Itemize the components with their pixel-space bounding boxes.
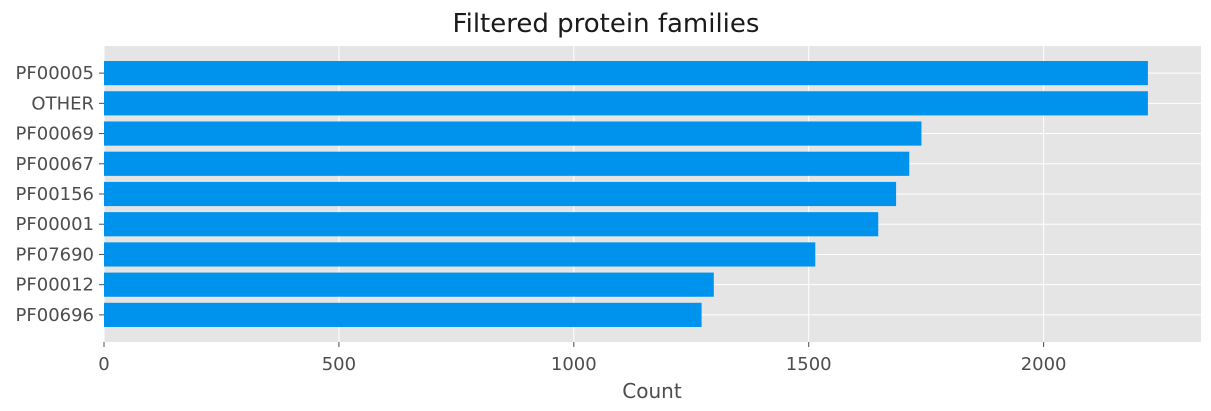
x-tick-label: 1000 (551, 354, 597, 375)
y-tick-labels: PF00005 OTHER PF00069 PF00067 PF00156 PF00001… (16, 63, 104, 326)
chart-title: Filtered protein families (453, 9, 760, 39)
bar-pf00067 (104, 151, 910, 176)
bar-pf00696 (104, 302, 702, 327)
bar-pf00069 (104, 121, 922, 146)
x-axis-label: Count (622, 379, 682, 403)
x-tick-label: 500 (322, 354, 356, 375)
y-tick-label: PF00001 (16, 214, 94, 235)
y-tick-label: PF00156 (16, 184, 94, 205)
y-tick-label: PF07690 (16, 244, 94, 265)
y-tick-label: PF00005 (16, 63, 94, 84)
bar-pf07690 (104, 242, 816, 267)
bar-other (104, 91, 1148, 116)
bar-pf00005 (104, 61, 1148, 86)
y-tick-label: PF00067 (16, 154, 94, 175)
x-tick-labels: 0 500 1000 1500 2000 (98, 342, 1067, 375)
x-tick-label: 2000 (1021, 354, 1067, 375)
y-tick-label: PF00696 (16, 305, 94, 326)
bar-pf00012 (104, 272, 714, 297)
y-tick-label: OTHER (31, 93, 94, 114)
y-tick-label: PF00069 (16, 124, 94, 145)
x-tick-label: 1500 (786, 354, 832, 375)
y-tick-label: PF00012 (16, 275, 94, 296)
bar-pf00001 (104, 212, 879, 237)
x-tick-label: 0 (98, 354, 109, 375)
bar-pf00156 (104, 181, 897, 207)
bars (104, 61, 1148, 327)
